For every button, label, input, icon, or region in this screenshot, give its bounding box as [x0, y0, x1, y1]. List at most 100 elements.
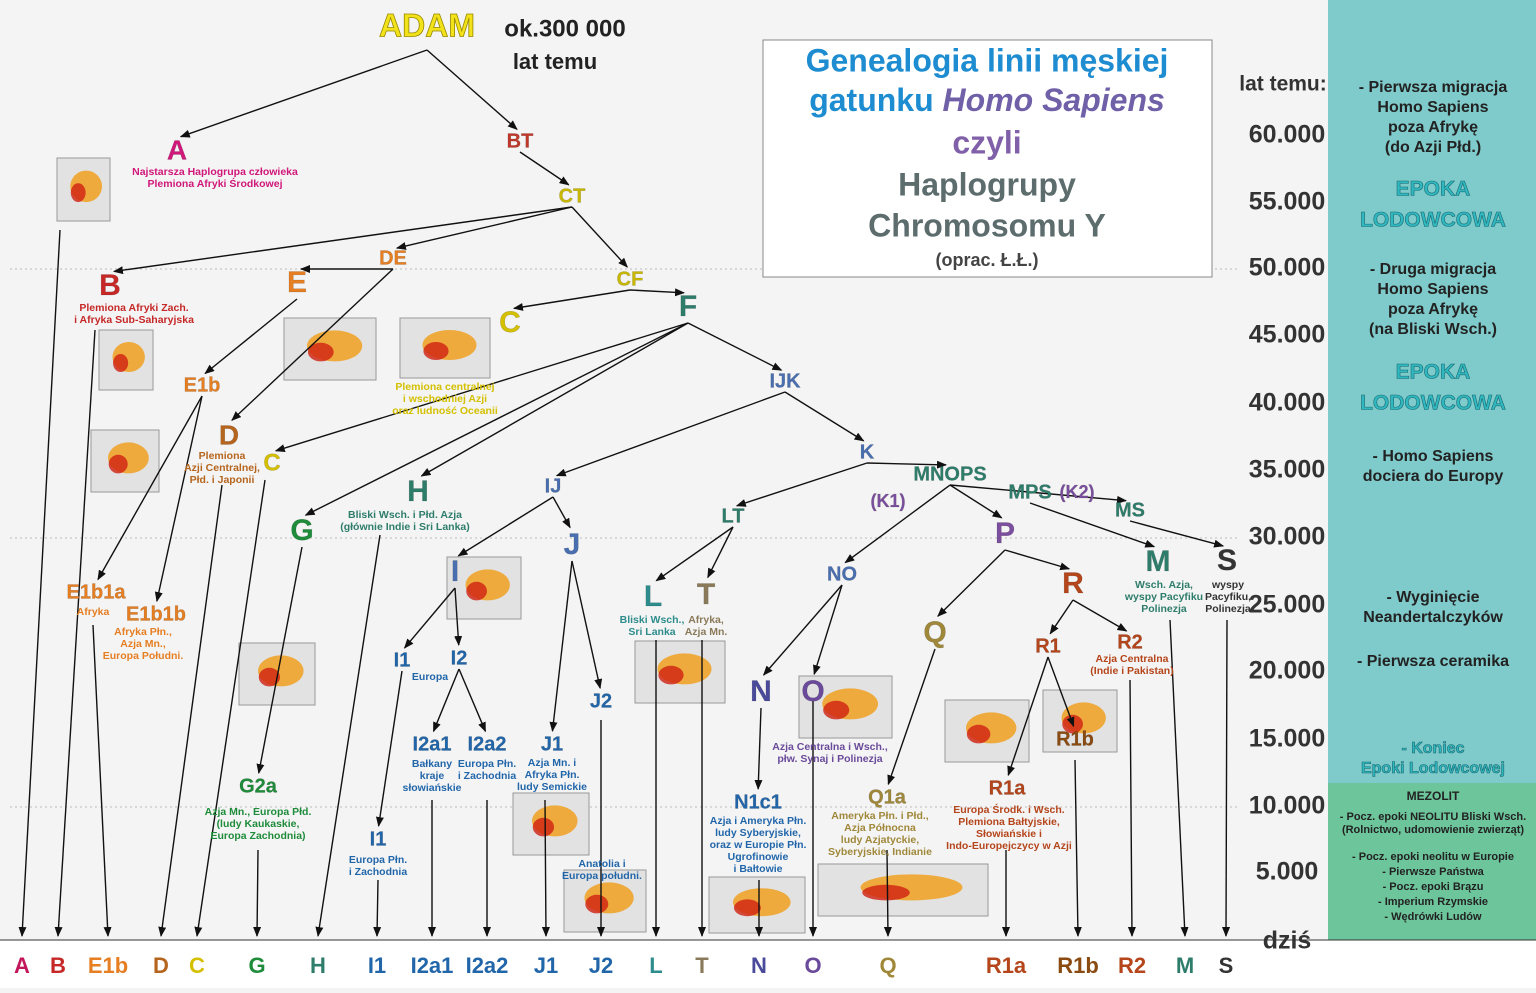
haplogroup: E1b1b: [126, 603, 186, 625]
bottom-label: R2: [1118, 953, 1146, 978]
edge: [432, 668, 460, 733]
lineage-line: [373, 879, 382, 937]
edge: [458, 668, 487, 733]
time-tick-label: 10.000: [1249, 792, 1325, 820]
side-panel-text: Homo Sapiens: [1377, 281, 1488, 298]
edge: [687, 322, 783, 371]
lineage-line: [1169, 619, 1189, 937]
haplogroup: C: [499, 306, 521, 339]
haplogroup-desc: Europa Płn.: [458, 758, 516, 770]
edge: [844, 484, 951, 564]
side-panel-text: - Wyginięcie: [1386, 589, 1479, 606]
edge: [457, 496, 554, 557]
haplogroup: CT: [559, 185, 586, 207]
haplogroup-desc: Plemiona Afryki Środkowej: [148, 177, 283, 190]
haplogroup: I1: [370, 828, 387, 850]
time-tick-label: 20.000: [1249, 657, 1325, 685]
bottom-label: S: [1219, 953, 1234, 978]
edge: [549, 560, 573, 733]
haplogroup-desc: oraz w Europie Płn.: [710, 839, 807, 851]
haplogroup: F: [679, 290, 697, 323]
haplogroup: E1b1a: [67, 581, 127, 603]
haplogroup-desc: oraz ludność Oceanii: [392, 405, 498, 417]
haplogroup: MNOPS: [913, 463, 986, 485]
side-panel-text: (Rolnictwo, udomowienie zwierząt): [1342, 824, 1524, 836]
edge: [707, 526, 734, 579]
haplogroup: N: [750, 675, 772, 708]
haplogroup: R1: [1035, 635, 1061, 657]
haplogroup-desc: Azja i Ameryka Płn.: [710, 815, 807, 827]
haplogroup: Q: [923, 616, 946, 649]
side-panel-text: poza Afrykę: [1388, 301, 1478, 318]
haplogroup: R1b: [1056, 728, 1094, 750]
haplogroup: MS: [1115, 499, 1145, 521]
time-tick-label: 55.000: [1249, 188, 1325, 216]
edge: [949, 484, 1128, 504]
map-region: [258, 667, 281, 687]
haplogroup: J2: [590, 690, 612, 712]
edge: [949, 484, 1003, 519]
map-region: [823, 700, 850, 720]
edge: [655, 526, 734, 582]
edge: [552, 496, 571, 529]
title-word: Homo Sapiens: [943, 82, 1165, 118]
side-panel-text: (do Azji Płd.): [1385, 139, 1481, 156]
haplogroup: R1a: [989, 777, 1027, 799]
bottom-label: M: [1176, 953, 1194, 978]
lineage-line: [194, 479, 266, 937]
edge: [112, 206, 573, 275]
edge: [754, 707, 763, 791]
side-panel-text: - Imperium Rzymskie: [1378, 896, 1488, 908]
bottom-label: R1b: [1057, 953, 1099, 978]
haplogroup-desc: kraje: [420, 770, 445, 782]
edge: [866, 460, 948, 469]
haplogroup-desc: Azja Centralna: [1096, 653, 1169, 665]
haplogroup-desc: i Zachodnia: [349, 866, 408, 878]
haplogroup: (K1): [871, 491, 906, 511]
haplogroup-desc: Pacyfiku,: [1205, 591, 1251, 603]
time-tick-label: 15.000: [1249, 725, 1325, 753]
time-tick-label: 35.000: [1249, 456, 1325, 484]
time-tick-label: 5.000: [1256, 858, 1319, 886]
map-region: [733, 899, 761, 917]
haplogroup-desc: i Afryka Sub-Saharyjska: [74, 314, 194, 326]
edge: [735, 462, 868, 507]
haplogroup-desc: i Zachodnia: [458, 770, 517, 782]
time-tick-label: 45.000: [1249, 321, 1325, 349]
haplogroup-desc: płw. Synaj i Polinezja: [777, 753, 882, 765]
map-region: [113, 354, 129, 372]
title-line: czyli: [952, 124, 1021, 160]
edge: [420, 322, 689, 477]
lineage-line: [158, 484, 223, 937]
haplogroup: (K2): [1060, 482, 1095, 502]
haplogroup: IJK: [769, 370, 801, 392]
haplogroup: P: [995, 517, 1015, 550]
haplogroup-desc: Europa Południ.: [103, 650, 184, 662]
bottom-label: B: [50, 953, 66, 978]
edge: [256, 546, 303, 775]
haplogroup: M: [1146, 545, 1171, 578]
haplogroup-desc: Sri Lanka: [628, 626, 675, 638]
haplogroup-desc: Europa Środk. i Wsch.: [953, 803, 1065, 816]
bottom-label: L: [649, 953, 662, 978]
haplogroup: K: [860, 441, 875, 463]
haplogroup-desc: Polinezja: [1141, 603, 1187, 615]
haplogroup-desc: Słowiańskie i: [976, 828, 1042, 840]
side-panel-text: - Pierwsza ceramika: [1357, 653, 1509, 670]
edge: [629, 288, 686, 297]
edge: [555, 391, 786, 477]
time-tick-label: dziś: [1263, 927, 1312, 955]
lineage-line: [1073, 759, 1082, 937]
lineage-line: [54, 329, 96, 937]
side-panel-text: - Wędrówki Ludów: [1384, 911, 1482, 923]
haplogroup: H: [407, 475, 429, 508]
time-tick-label: 40.000: [1249, 389, 1325, 417]
edge: [1029, 502, 1156, 548]
side-panel-text: LODOWCOWA: [1360, 392, 1506, 415]
haplogroup-desc: Europa Płn.: [349, 854, 407, 866]
haplogroup: E1b: [184, 374, 221, 396]
bottom-label: Q: [879, 953, 896, 978]
lineage-line: [883, 849, 892, 937]
edge: [204, 298, 298, 375]
haplogroup-desc: (głównie Indie i Sri Lanka): [340, 521, 470, 533]
